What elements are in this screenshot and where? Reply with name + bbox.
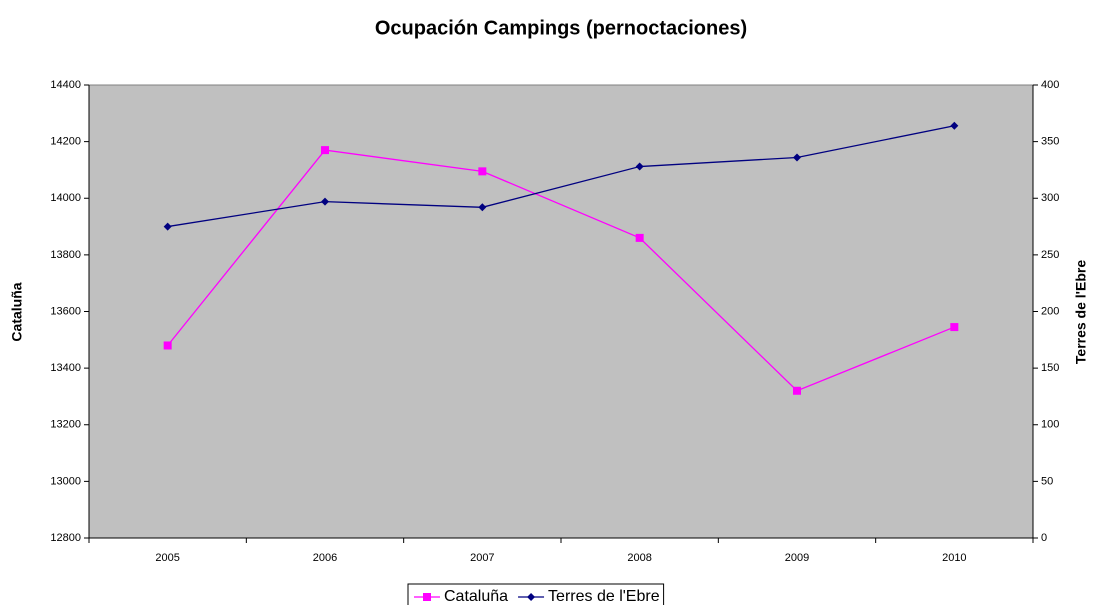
legend-box: [407, 583, 665, 605]
y2-tick-label: 350: [1041, 136, 1059, 148]
x-tick-label: 2006: [313, 552, 337, 564]
y-tick-label: 13000: [50, 475, 81, 487]
y2-tick-label: 150: [1041, 362, 1059, 374]
y-tick-label: 13800: [50, 249, 81, 261]
marker: [321, 146, 329, 155]
marker: [423, 593, 431, 601]
y2-tick-label: 100: [1041, 419, 1059, 431]
y-tick-label: 14400: [50, 79, 81, 91]
marker: [793, 386, 801, 395]
marker: [478, 167, 487, 176]
x-tick-label: 2008: [627, 552, 651, 564]
x-tick-label: 2009: [785, 552, 809, 564]
marker: [635, 162, 644, 171]
y2-tick-label: 200: [1041, 305, 1059, 317]
y-tick-label: 13600: [50, 305, 81, 317]
y2-tick-label: 400: [1041, 79, 1059, 91]
marker: [950, 121, 959, 130]
y2-tick-label: 0: [1041, 532, 1047, 544]
y-tick-label: 14200: [50, 136, 81, 148]
marker: [321, 197, 329, 206]
chart-title: Ocupación Campings (pernoctaciones): [375, 17, 747, 39]
y-tick-label: 14000: [50, 192, 81, 204]
series-line: [167, 125, 955, 228]
plot-area: [88, 84, 1034, 539]
y2-axis-title: Terres de l'Ebre: [1073, 260, 1089, 364]
legend-label: Cataluña: [444, 588, 508, 605]
marker: [950, 323, 959, 332]
legend: Cataluña Terres de l'Ebre: [407, 583, 665, 605]
y2-tick-label: 250: [1041, 249, 1059, 261]
y-tick-label: 13400: [50, 362, 81, 374]
series-line: [167, 149, 955, 392]
marker: [478, 203, 487, 212]
x-tick-label: 2005: [155, 552, 179, 564]
marker: [635, 233, 644, 242]
marker: [793, 153, 801, 162]
y2-tick-label: 50: [1041, 475, 1053, 487]
y2-tick-label: 300: [1041, 192, 1059, 204]
marker: [163, 222, 172, 231]
x-tick-label: 2007: [470, 552, 494, 564]
marker: [527, 593, 536, 601]
y-tick-label: 12800: [50, 532, 81, 544]
legend-label: Terres de l'Ebre: [548, 588, 660, 605]
x-tick-label: 2010: [942, 552, 966, 564]
y-axis-title: Cataluña: [9, 282, 25, 341]
marker: [163, 341, 172, 350]
y-tick-label: 13200: [50, 419, 81, 431]
